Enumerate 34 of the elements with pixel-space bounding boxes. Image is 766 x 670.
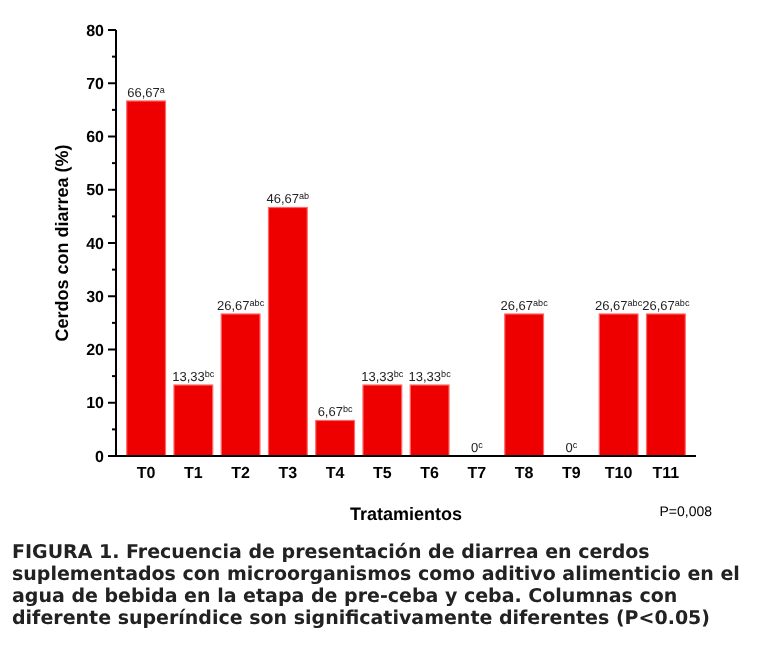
x-tick-label: T3 [278, 464, 299, 482]
x-tick-label: T7 [467, 464, 488, 482]
bar [409, 384, 450, 457]
y-tick-label: 40 [86, 234, 106, 253]
x-tick-label: T5 [373, 464, 393, 482]
x-tick-label: T0 [136, 464, 157, 482]
y-tick-label: 10 [86, 394, 106, 413]
y-tick-label: 20 [86, 341, 106, 360]
bar [362, 384, 403, 457]
y-axis-title: Cerdos con diarrea (%) [52, 144, 72, 342]
x-tick-label: T9 [562, 464, 582, 482]
x-tick-label: T8 [514, 464, 535, 482]
y-tick-label: 30 [86, 287, 106, 306]
y-tick-label: 50 [86, 181, 106, 200]
x-tick-label: T6 [420, 464, 441, 482]
x-tick-label: T1 [184, 464, 204, 482]
x-tick-label: T2 [231, 464, 252, 482]
bar [598, 313, 639, 457]
bar [173, 384, 214, 457]
y-tick-label: 80 [86, 21, 106, 40]
x-tick-label: T10 [604, 464, 634, 482]
x-axis-title: Tratamientos [349, 504, 463, 524]
x-tick-label: T11 [652, 464, 681, 482]
y-tick-label: 70 [86, 74, 106, 93]
text: FIGURA 1. Frecuencia de presentación de diarrea en cerdos suplementados con microorganismos como aditivo alimenticio en el agua de bebida en la etapa de pre-ceba y ceba. Columnas con diferente superíndice son significativamente diferentes (P<0.05) [12, 542, 740, 630]
y-tick-label: 60 [86, 128, 106, 147]
bar [220, 313, 261, 457]
bar [504, 313, 545, 457]
bar [126, 100, 167, 457]
x-tick-label: T4 [325, 464, 346, 482]
bar [315, 419, 356, 457]
bar [645, 313, 686, 457]
bar [267, 206, 308, 457]
y-tick-label: 0 [95, 447, 106, 466]
